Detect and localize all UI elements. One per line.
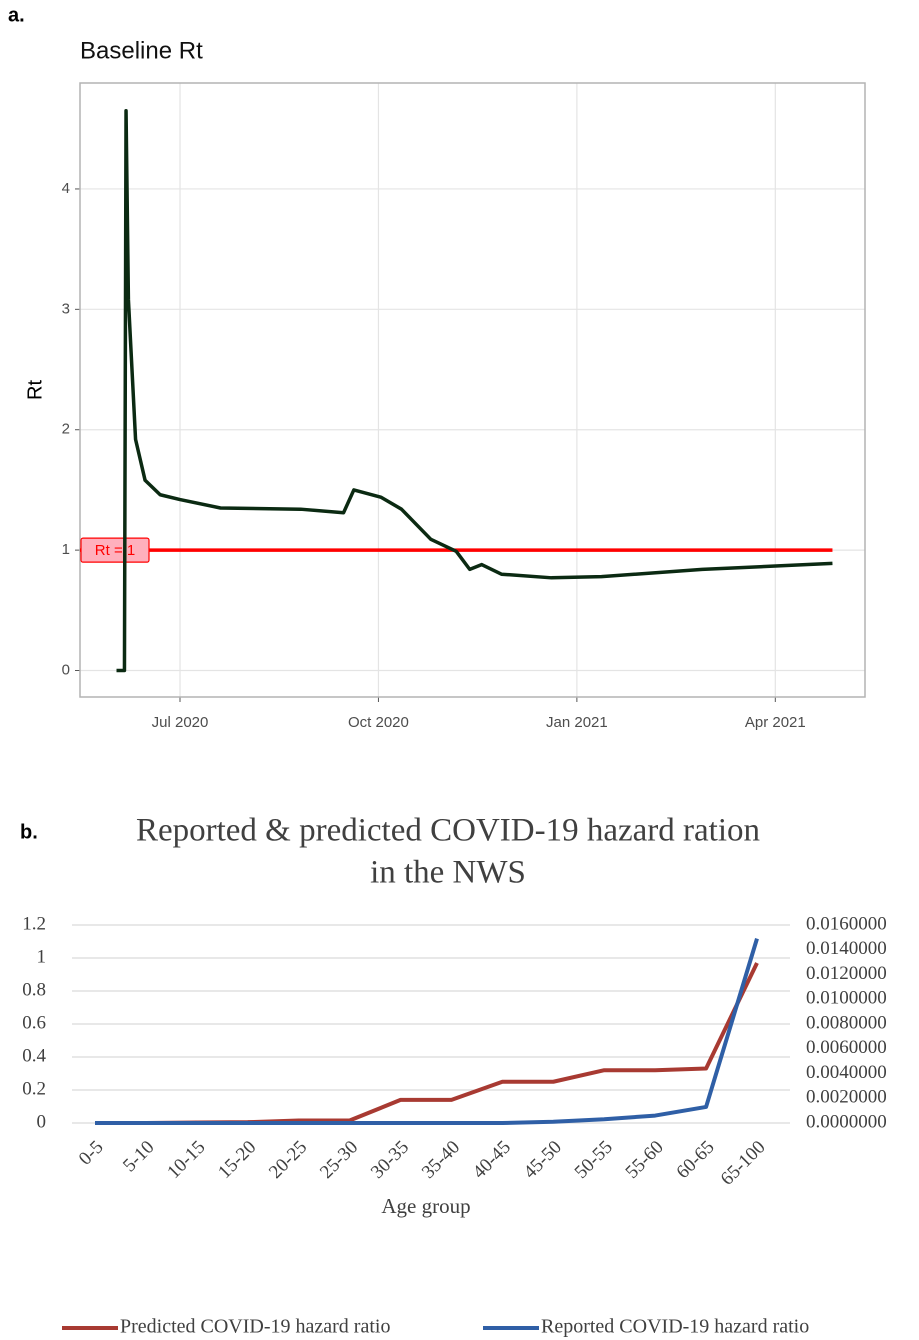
y2-tick-label: 0.0000000 <box>806 1111 887 1132</box>
y-tick-label: 1.2 <box>22 913 46 934</box>
y2-tick-label: 0.0100000 <box>806 988 887 1009</box>
plot-background <box>80 83 865 697</box>
panel-label: a. <box>8 4 25 26</box>
x-tick-label: 60-65 <box>673 1137 719 1183</box>
y2-tick-label: 0.0160000 <box>806 913 887 934</box>
chart-title: in the NWS <box>370 855 526 891</box>
y2-tick-label: 0.0020000 <box>806 1087 887 1108</box>
x-tick-label: 65-100 <box>717 1137 770 1190</box>
x-tick-label: Oct 2020 <box>348 714 409 731</box>
y-tick-label: 0.8 <box>22 979 46 1000</box>
rt-line <box>116 108 833 673</box>
y-tick-label: 1 <box>62 541 70 558</box>
y-tick-label: 0.6 <box>22 1012 46 1033</box>
x-tick-label: 15-20 <box>214 1137 260 1183</box>
legend-label: Predicted COVID-19 hazard ratio <box>120 1316 390 1338</box>
x-tick-label: 45-50 <box>520 1137 566 1183</box>
y-tick-label: 0.2 <box>22 1078 46 1099</box>
x-tick-label: 30-35 <box>367 1137 413 1183</box>
y-axis-label: Rt <box>24 380 46 400</box>
y2-tick-label: 0.0060000 <box>806 1037 887 1058</box>
x-tick-label: 40-45 <box>469 1137 515 1183</box>
x-tick-label: Jul 2020 <box>152 714 209 731</box>
series-line <box>95 962 759 1125</box>
x-tick-label: 25-30 <box>316 1137 362 1183</box>
y-tick-label: 2 <box>62 421 70 438</box>
x-tick-label: 50-55 <box>571 1137 617 1183</box>
y-tick-label: 0.4 <box>22 1045 46 1066</box>
reference-label-box <box>80 537 150 563</box>
x-axis-label: Age group <box>381 1194 470 1218</box>
chart-title: Baseline Rt <box>80 37 203 64</box>
x-tick-label: 55-60 <box>622 1137 668 1183</box>
y2-tick-label: 0.0140000 <box>806 938 887 959</box>
x-tick-label: Jan 2021 <box>546 714 608 731</box>
series-line <box>95 938 759 1125</box>
y2-tick-label: 0.0120000 <box>806 963 887 984</box>
chart-title: Reported & predicted COVID-19 hazard rat… <box>136 813 760 849</box>
legend-label: Reported COVID-19 hazard ratio <box>541 1316 809 1338</box>
y-tick-label: 0 <box>37 1111 47 1132</box>
y-tick-label: 3 <box>62 300 70 317</box>
y2-tick-label: 0.0040000 <box>806 1062 887 1083</box>
y-tick-label: 4 <box>62 180 70 197</box>
plot-frame <box>79 82 866 698</box>
x-tick-label: 35-40 <box>418 1137 464 1183</box>
y2-tick-label: 0.0080000 <box>806 1012 887 1033</box>
panel-label: b. <box>20 821 38 843</box>
x-tick-label: 20-25 <box>265 1137 311 1183</box>
x-tick-label: 5-10 <box>119 1137 158 1176</box>
x-tick-label: Apr 2021 <box>745 714 806 731</box>
x-tick-label: 10-15 <box>163 1137 209 1183</box>
reference-label: Rt = 1 <box>95 542 135 559</box>
y-tick-label: 1 <box>37 946 47 967</box>
y-tick-label: 0 <box>62 661 70 678</box>
x-tick-label: 0-5 <box>75 1137 108 1170</box>
